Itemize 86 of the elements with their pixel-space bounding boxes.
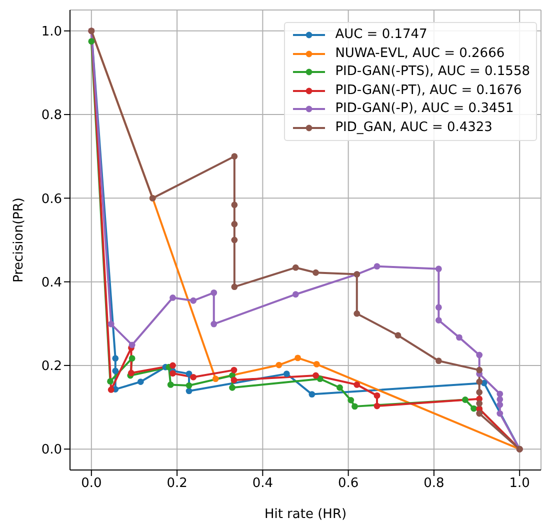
point	[230, 376, 238, 384]
point	[210, 289, 218, 296]
point	[108, 320, 114, 328]
x-tick-label: 1.0	[509, 476, 530, 492]
point	[348, 396, 354, 404]
point	[231, 284, 238, 290]
point	[128, 342, 136, 348]
point	[276, 362, 282, 368]
point	[190, 374, 197, 380]
point	[137, 378, 144, 385]
point	[108, 386, 114, 393]
point	[374, 392, 380, 399]
point	[231, 220, 238, 228]
point	[435, 358, 442, 364]
point	[308, 391, 316, 398]
point	[456, 334, 462, 341]
point	[312, 372, 319, 379]
point	[496, 402, 504, 408]
point	[128, 355, 136, 362]
y-tick-label: 0.4	[41, 275, 62, 290]
point	[294, 354, 301, 362]
point	[336, 384, 343, 391]
y-tick-label: 0.6	[41, 192, 62, 207]
point	[88, 38, 95, 45]
point	[476, 410, 483, 417]
point	[354, 310, 360, 317]
point	[313, 361, 320, 368]
point	[186, 382, 192, 389]
point	[212, 376, 219, 382]
point	[476, 400, 483, 407]
point	[170, 362, 176, 369]
point	[496, 410, 504, 417]
point	[186, 388, 192, 394]
point	[476, 366, 483, 374]
point	[470, 405, 477, 412]
point	[210, 320, 218, 328]
point	[231, 202, 238, 208]
point	[112, 368, 119, 374]
y-tick-label: 0.0	[41, 442, 62, 458]
point	[496, 396, 504, 403]
point	[476, 378, 483, 385]
point	[374, 402, 380, 410]
y-tick-label: 0.8	[41, 108, 62, 124]
point	[112, 355, 119, 362]
legend-label: NUWA-EVL, AUC = 0.2666	[335, 44, 505, 62]
x-tick-label: 0.0	[81, 476, 102, 492]
point	[107, 378, 114, 385]
point	[354, 381, 360, 388]
point	[170, 294, 176, 301]
point	[352, 403, 358, 410]
point	[167, 381, 174, 388]
point	[496, 390, 504, 398]
legend-label: PID_GAN, AUC = 0.4323	[335, 118, 492, 136]
point	[128, 370, 134, 376]
point	[231, 236, 238, 244]
y-axis-title: Precision(PR)	[12, 197, 27, 283]
x-tick-label: 0.4	[252, 476, 274, 492]
x-tick-label: 0.2	[166, 476, 188, 492]
point	[462, 396, 468, 403]
point	[292, 291, 299, 298]
point	[292, 264, 299, 271]
point	[435, 266, 442, 272]
point	[230, 366, 238, 374]
point	[190, 297, 197, 304]
x-axis-title: Hit rate (HR)	[264, 507, 347, 522]
point	[435, 304, 442, 311]
point	[394, 332, 402, 339]
y-tick-label: 0.2	[41, 359, 62, 374]
legend-label: AUC = 0.1747	[335, 26, 428, 44]
point	[312, 269, 319, 276]
point	[186, 370, 192, 378]
point	[283, 370, 290, 378]
y-tick-label: 1.0	[41, 24, 62, 40]
legend-label: PID-GAN(-PT), AUC = 0.1676	[335, 82, 522, 100]
x-tick-label: 0.6	[338, 476, 359, 492]
point	[231, 153, 238, 160]
point	[435, 317, 442, 324]
point	[374, 263, 380, 270]
point	[476, 389, 483, 396]
point	[229, 384, 236, 391]
x-tick-label: 0.8	[424, 476, 444, 492]
point	[476, 352, 483, 358]
point	[316, 376, 324, 382]
point	[170, 370, 176, 377]
legend-label: PID-GAN(-PTS), AUC = 0.1558	[335, 63, 530, 81]
legend-label: PID-GAN(-P), AUC = 0.3451	[335, 100, 514, 118]
